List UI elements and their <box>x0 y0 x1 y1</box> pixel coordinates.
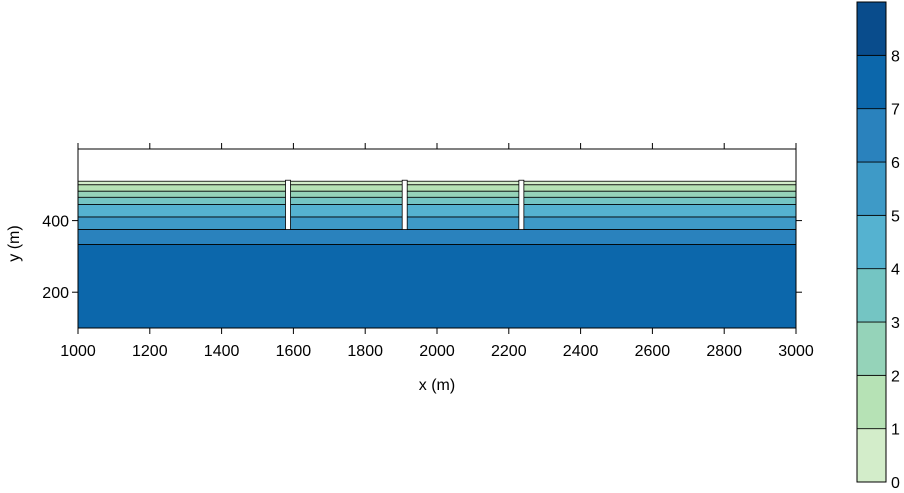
colorbar-tick-label: 4 <box>891 262 900 279</box>
contour-bands <box>77 180 797 329</box>
contour-band-1 <box>77 184 797 192</box>
colorbar-tick-label: 3 <box>891 315 900 332</box>
x-tick-label: 2800 <box>706 343 742 360</box>
well-markers <box>285 179 525 230</box>
y-axis-title: y (m) <box>6 225 23 261</box>
colorbar-swatch-2 <box>856 321 887 376</box>
colorbar-tick-label: 8 <box>891 48 900 65</box>
y-axis: 200 400 <box>42 214 802 302</box>
colorbar-tick-label: 6 <box>891 155 900 172</box>
x-tick-label: 2200 <box>491 343 527 360</box>
x-tick-label: 2000 <box>419 343 455 360</box>
y-tick-label: 400 <box>42 214 69 231</box>
colorbar-tick-label: 2 <box>891 368 900 385</box>
x-tick-label: 1800 <box>347 343 383 360</box>
colorbar-swatch-7 <box>856 54 887 110</box>
colorbar-tick-label: 0 <box>891 475 900 492</box>
colorbar-swatch-6 <box>856 108 887 163</box>
contour-band-7 <box>77 244 797 329</box>
contour-band-3 <box>77 196 797 205</box>
colorbar-tick-label: 7 <box>891 102 900 119</box>
colorbar-swatch-8 <box>856 1 887 56</box>
x-tick-label: 2600 <box>635 343 671 360</box>
well-marker-1 <box>285 179 291 230</box>
colorbar-swatch-5 <box>856 161 887 216</box>
x-tick-label: 1400 <box>204 343 240 360</box>
x-tick-label: 2400 <box>563 343 599 360</box>
y-tick-label: 200 <box>42 285 69 302</box>
colorbar-tick-label: 5 <box>891 208 900 225</box>
contour-band-2 <box>77 190 797 198</box>
contour-band-5 <box>77 216 797 230</box>
x-tick-label: 1200 <box>132 343 168 360</box>
x-tick-label: 1000 <box>60 343 96 360</box>
x-tick-label: 3000 <box>778 343 814 360</box>
contour-band-0 <box>77 180 797 186</box>
colorbar-frame <box>856 1 887 483</box>
colorbar: 0 1 2 3 4 5 6 7 8 <box>856 1 900 492</box>
x-axis: 1000 1200 1400 1600 1800 2000 2200 2400 2600 2800… <box>60 143 814 360</box>
well-marker-2 <box>401 179 408 230</box>
colorbar-tick-label: 1 <box>891 422 900 439</box>
x-axis-title: x (m) <box>419 377 455 394</box>
contour-band-4 <box>77 204 797 218</box>
colorbar-swatch-1 <box>856 374 887 430</box>
well-marker-3 <box>518 179 525 230</box>
colorbar-swatch-0 <box>856 428 887 483</box>
colorbar-swatch-3 <box>856 268 887 323</box>
colorbar-swatch-4 <box>856 214 887 270</box>
contour-band-6 <box>77 229 797 245</box>
x-tick-label: 1600 <box>276 343 312 360</box>
